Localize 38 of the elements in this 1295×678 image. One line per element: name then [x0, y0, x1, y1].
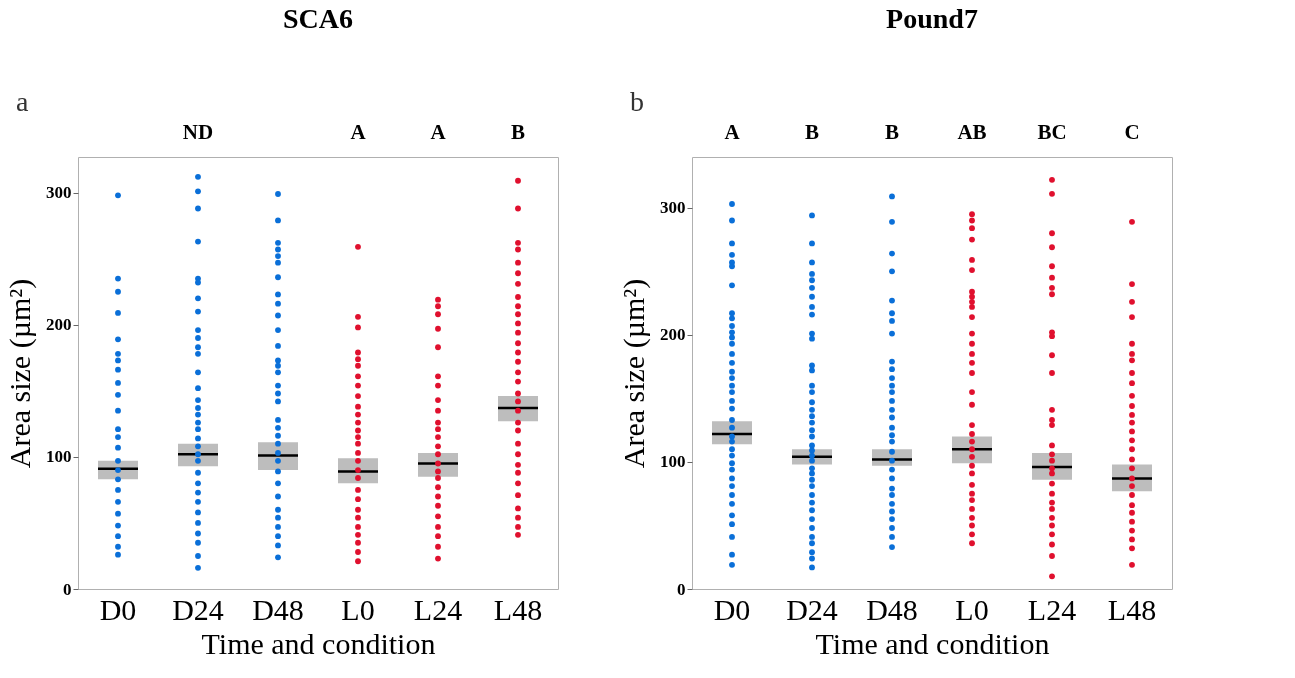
text: ND	[182, 120, 214, 144]
chart-title: SCA6	[282, 3, 354, 34]
text: BC	[1037, 120, 1067, 144]
x-tick-label: D24	[172, 592, 224, 626]
y-tick-label: 100	[660, 452, 686, 472]
x-axis-title: Time and condition	[201, 626, 436, 660]
text: C	[1124, 120, 1140, 144]
x-tick-label: L24	[1027, 592, 1077, 626]
text: B	[804, 120, 820, 144]
x-tick-label: L24	[413, 592, 463, 626]
x-tick-label: D0	[99, 592, 137, 626]
y-tick-label: 300	[46, 183, 72, 203]
text: AB	[957, 120, 987, 144]
y-tick-label: 200	[660, 325, 686, 345]
text: A	[724, 120, 741, 144]
x-tick-label: L0	[341, 592, 375, 626]
text: a	[16, 86, 29, 117]
x-tick-label: D0	[713, 592, 751, 626]
x-tick-label: D24	[786, 592, 838, 626]
text: B	[884, 120, 900, 144]
x-tick-label: D48	[252, 592, 304, 626]
y-tick-label: 0	[63, 579, 72, 599]
text: A	[350, 120, 367, 144]
y-tick-label: 0	[677, 579, 686, 599]
chart-title: Pound7	[886, 3, 978, 34]
x-axis-title: Time and condition	[815, 626, 1050, 660]
y-axis-title: Area size (µm²)	[617, 278, 651, 469]
y-tick-label: 200	[46, 315, 72, 335]
y-tick-label: 100	[46, 447, 72, 467]
text: A	[430, 120, 447, 144]
x-tick-label: L48	[1107, 592, 1157, 626]
x-tick-label: L0	[955, 592, 989, 626]
x-tick-label: L48	[493, 592, 543, 626]
text: B	[510, 120, 526, 144]
y-tick-label: 300	[660, 198, 686, 218]
y-axis-title: Area size (µm²)	[3, 278, 37, 469]
text: b	[630, 86, 644, 117]
x-tick-label: D48	[866, 592, 918, 626]
